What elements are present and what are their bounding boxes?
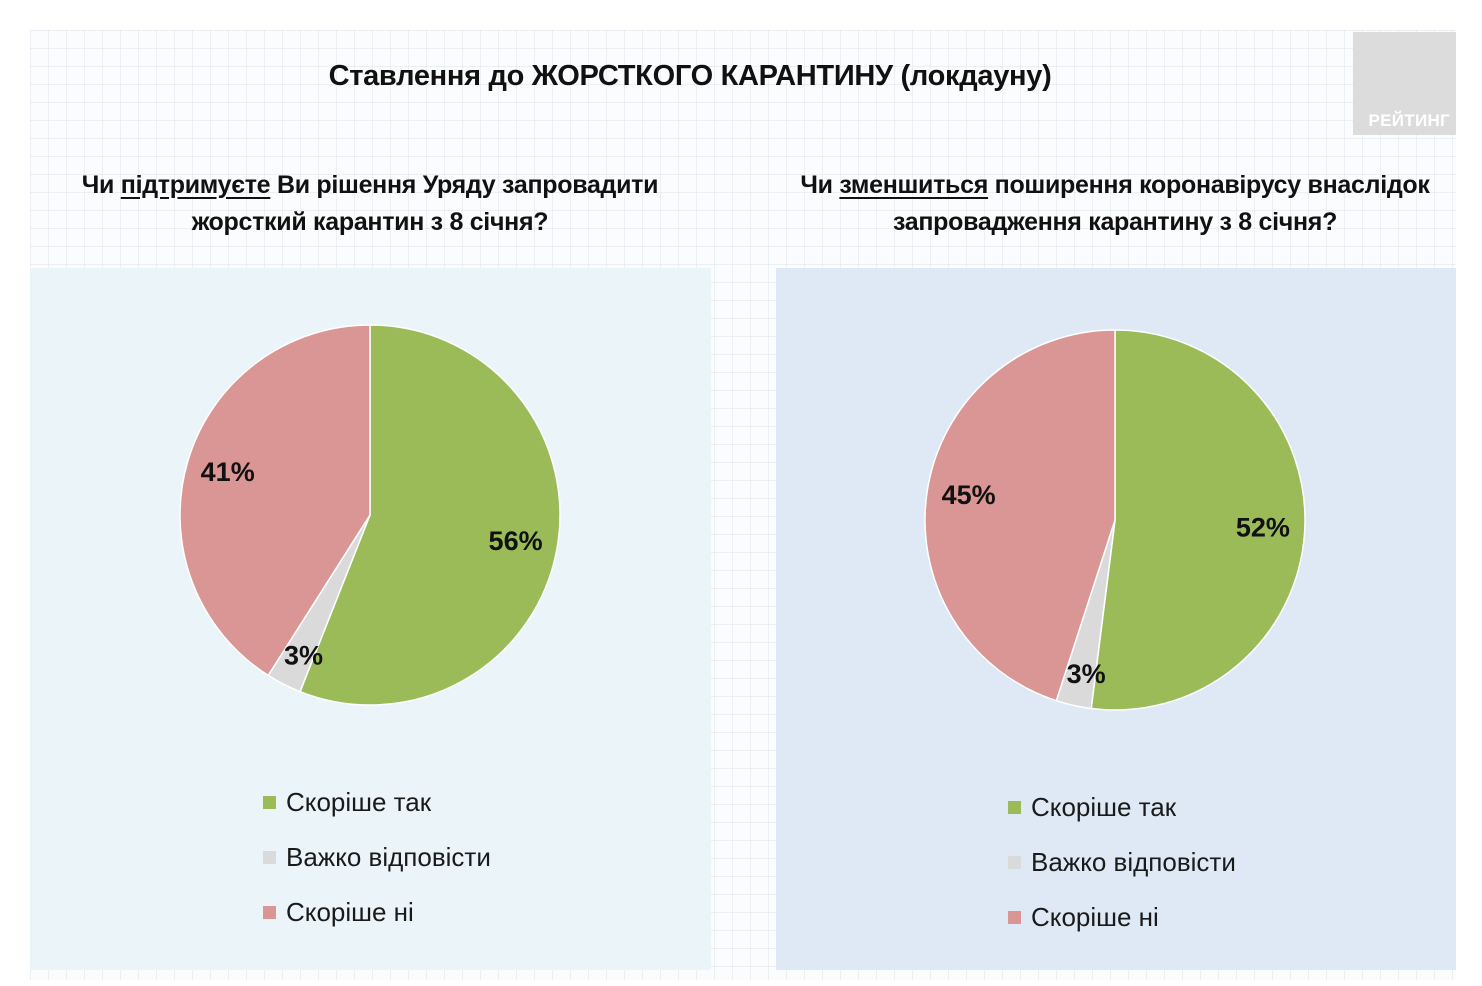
page-title: Ставлення до ЖОРСТКОГО КАРАНТИНУ (локдау… [328, 60, 1052, 92]
legend-label: Важко відповісти [1031, 847, 1236, 877]
legend-swatch [1008, 801, 1021, 814]
pie-slice-yes [299, 324, 561, 706]
legend-label: Важко відповісти [286, 842, 491, 872]
question-right: Чи зменшиться поширення коронавірусу вна… [755, 167, 1475, 241]
question-left-line1: Чи підтримуєте Ви рішення Уряду запровад… [81, 171, 659, 199]
question-right-keyword: зменшиться [839, 171, 989, 199]
legend-swatch [263, 851, 276, 864]
pie-chart-right: 52% 3% 45% [924, 329, 1306, 711]
legend-item: Скоріше так [1008, 780, 1236, 835]
legend-label: Скоріше так [286, 787, 432, 817]
pie-chart-left: 56% 3% 41% [179, 324, 561, 706]
legend-label: Скоріше так [1031, 792, 1177, 822]
question-right-line1: Чи зменшиться поширення коронавірусу вна… [800, 171, 1430, 199]
pie-label-hard-to-say: 3% [284, 640, 323, 670]
pie-label-yes: 56% [489, 526, 543, 556]
legend-item: Важко відповісти [263, 830, 491, 885]
pie-label-no: 41% [201, 457, 255, 487]
legend-left: Скоріше так Важко відповісти Скоріше ні [263, 775, 491, 940]
pie-slice-yes [1090, 329, 1306, 711]
legend-right: Скоріше так Важко відповісти Скоріше ні [1008, 780, 1236, 945]
question-left-line2: жорсткий карантин з 8 січня? [191, 208, 549, 236]
legend-swatch [1008, 911, 1021, 924]
question-left-keyword: підтримуєте [120, 171, 271, 199]
legend-item: Скоріше ні [263, 885, 491, 940]
legend-label: Скоріше ні [1031, 902, 1159, 932]
pie-slice-no [924, 329, 1116, 702]
question-right-line2: запровадження карантину з 8 січня? [892, 208, 1338, 236]
legend-item: Скоріше ні [1008, 890, 1236, 945]
pie-label-no: 45% [942, 480, 996, 510]
legend-item: Важко відповісти [1008, 835, 1236, 890]
pie-slice-no [179, 324, 371, 677]
rating-logo: РЕЙТИНГ [1353, 32, 1456, 135]
pie-label-yes: 52% [1236, 512, 1290, 542]
legend-swatch [263, 796, 276, 809]
legend-label: Скоріше ні [286, 897, 414, 927]
legend-swatch [1008, 856, 1021, 869]
question-left: Чи підтримуєте Ви рішення Уряду запровад… [20, 167, 720, 241]
legend-item: Скоріше так [263, 775, 491, 830]
pie-label-hard-to-say: 3% [1067, 659, 1106, 689]
logo-text: РЕЙТИНГ [1368, 111, 1450, 130]
legend-swatch [263, 906, 276, 919]
